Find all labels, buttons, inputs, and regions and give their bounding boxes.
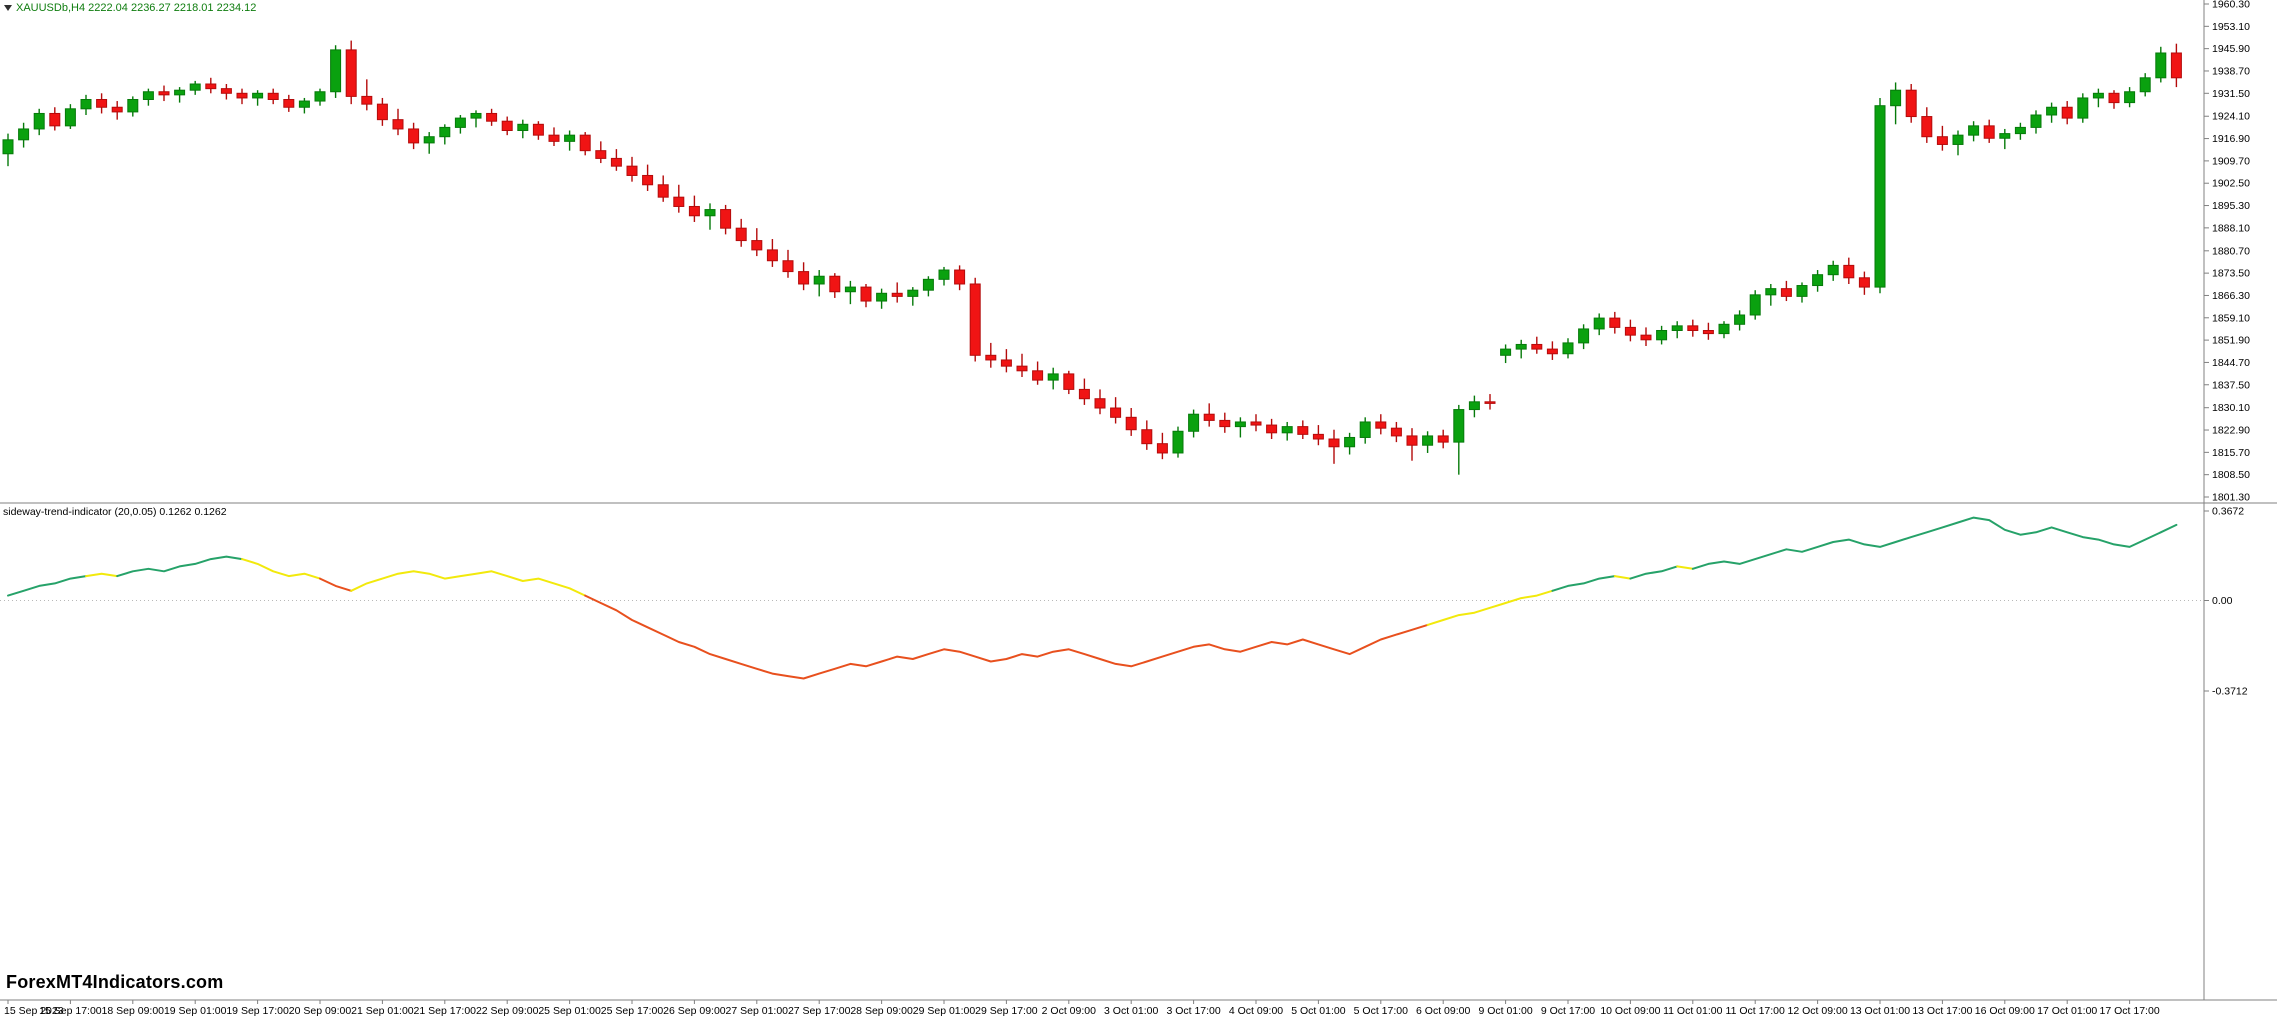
svg-text:1960.30: 1960.30	[2212, 0, 2250, 11]
svg-text:1837.50: 1837.50	[2212, 379, 2250, 391]
svg-text:11 Oct 01:00: 11 Oct 01:00	[1663, 1005, 1723, 1017]
svg-text:15 Sep 2023: 15 Sep 2023	[4, 1005, 64, 1017]
svg-text:21 Sep 01:00: 21 Sep 01:00	[351, 1005, 414, 1017]
svg-text:0.00: 0.00	[2212, 595, 2233, 607]
indicator-name-label: sideway-trend-indicator (20,0.05) 0.1262…	[3, 506, 227, 518]
svg-text:22 Sep 09:00: 22 Sep 09:00	[476, 1005, 539, 1017]
svg-text:17 Oct 01:00: 17 Oct 01:00	[2037, 1005, 2097, 1017]
svg-text:11 Oct 17:00: 11 Oct 17:00	[1726, 1005, 1786, 1017]
svg-text:1945.90: 1945.90	[2212, 43, 2250, 55]
svg-text:10 Oct 09:00: 10 Oct 09:00	[1600, 1005, 1660, 1017]
svg-text:1895.30: 1895.30	[2212, 200, 2250, 212]
svg-text:27 Sep 01:00: 27 Sep 01:00	[726, 1005, 789, 1017]
svg-text:6 Oct 09:00: 6 Oct 09:00	[1416, 1005, 1470, 1017]
time-axis[interactable]	[0, 1000, 2277, 1024]
svg-text:19 Sep 17:00: 19 Sep 17:00	[226, 1005, 289, 1017]
svg-text:1801.30: 1801.30	[2212, 492, 2250, 504]
svg-text:20 Sep 09:00: 20 Sep 09:00	[289, 1005, 352, 1017]
svg-text:3 Oct 17:00: 3 Oct 17:00	[1166, 1005, 1220, 1017]
svg-text:1844.70: 1844.70	[2212, 357, 2250, 369]
svg-text:1902.50: 1902.50	[2212, 178, 2250, 190]
svg-text:9 Oct 01:00: 9 Oct 01:00	[1478, 1005, 1532, 1017]
svg-text:2 Oct 09:00: 2 Oct 09:00	[1042, 1005, 1096, 1017]
svg-text:1931.50: 1931.50	[2212, 88, 2250, 100]
indicator-pane[interactable]	[0, 503, 2204, 1000]
svg-text:29 Sep 01:00: 29 Sep 01:00	[913, 1005, 976, 1017]
svg-text:1873.50: 1873.50	[2212, 268, 2250, 280]
svg-text:12 Oct 09:00: 12 Oct 09:00	[1788, 1005, 1848, 1017]
svg-text:27 Sep 17:00: 27 Sep 17:00	[788, 1005, 851, 1017]
svg-text:13 Oct 01:00: 13 Oct 01:00	[1850, 1005, 1910, 1017]
svg-text:1851.90: 1851.90	[2212, 335, 2250, 347]
svg-text:21 Sep 17:00: 21 Sep 17:00	[414, 1005, 477, 1017]
svg-text:28 Sep 09:00: 28 Sep 09:00	[850, 1005, 913, 1017]
svg-text:1909.70: 1909.70	[2212, 155, 2250, 167]
svg-text:25 Sep 17:00: 25 Sep 17:00	[601, 1005, 664, 1017]
svg-text:1938.70: 1938.70	[2212, 65, 2250, 77]
svg-text:1888.10: 1888.10	[2212, 222, 2250, 234]
svg-text:26 Sep 09:00: 26 Sep 09:00	[663, 1005, 726, 1017]
svg-text:16 Oct 09:00: 16 Oct 09:00	[1975, 1005, 2035, 1017]
svg-text:1822.90: 1822.90	[2212, 425, 2250, 437]
svg-text:1953.10: 1953.10	[2212, 21, 2250, 33]
svg-text:1830.10: 1830.10	[2212, 402, 2250, 414]
one-click-trading-arrow-icon[interactable]	[4, 5, 12, 11]
svg-text:25 Sep 01:00: 25 Sep 01:00	[538, 1005, 601, 1017]
symbol-ohlc-label: XAUUSDb,H4 2222.04 2236.27 2218.01 2234.…	[16, 2, 257, 14]
svg-text:1866.30: 1866.30	[2212, 290, 2250, 302]
price-axis[interactable]	[2204, 0, 2277, 1000]
svg-text:13 Oct 17:00: 13 Oct 17:00	[1912, 1005, 1972, 1017]
svg-text:19 Sep 01:00: 19 Sep 01:00	[164, 1005, 227, 1017]
svg-text:9 Oct 17:00: 9 Oct 17:00	[1541, 1005, 1595, 1017]
svg-text:29 Sep 17:00: 29 Sep 17:00	[975, 1005, 1038, 1017]
svg-text:1808.50: 1808.50	[2212, 469, 2250, 481]
svg-text:15 Sep 17:00: 15 Sep 17:00	[39, 1005, 102, 1017]
svg-text:1880.70: 1880.70	[2212, 245, 2250, 257]
svg-text:5 Oct 17:00: 5 Oct 17:00	[1354, 1005, 1408, 1017]
watermark-text: ForexMT4Indicators.com	[6, 972, 224, 992]
svg-text:1924.10: 1924.10	[2212, 111, 2250, 123]
main-chart-area[interactable]	[0, 0, 2204, 503]
svg-text:5 Oct 01:00: 5 Oct 01:00	[1291, 1005, 1345, 1017]
svg-text:0.3672: 0.3672	[2212, 506, 2244, 518]
svg-text:17 Oct 17:00: 17 Oct 17:00	[2100, 1005, 2160, 1017]
svg-text:4 Oct 09:00: 4 Oct 09:00	[1229, 1005, 1283, 1017]
svg-text:1859.10: 1859.10	[2212, 312, 2250, 324]
svg-text:3 Oct 01:00: 3 Oct 01:00	[1104, 1005, 1158, 1017]
svg-text:18 Sep 09:00: 18 Sep 09:00	[102, 1005, 165, 1017]
svg-text:1815.70: 1815.70	[2212, 447, 2250, 459]
svg-text:1916.90: 1916.90	[2212, 133, 2250, 145]
svg-text:-0.3712: -0.3712	[2212, 686, 2248, 698]
